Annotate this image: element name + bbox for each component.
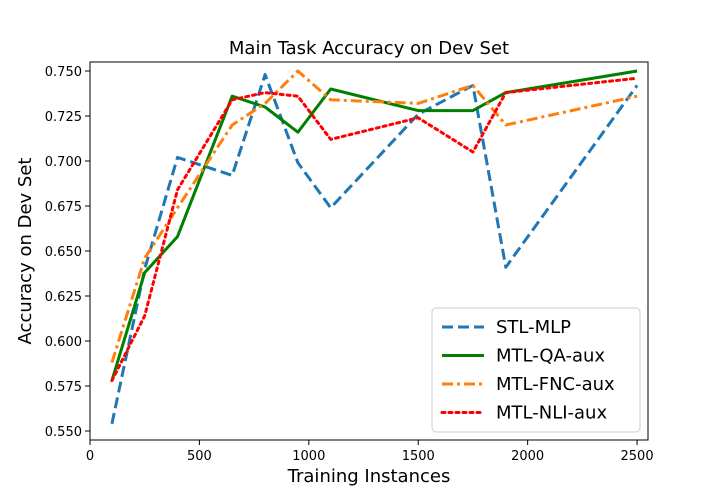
x-tick-label: 2000: [511, 449, 544, 464]
legend-label: MTL-NLI-aux: [496, 403, 607, 424]
series-line-mtl-qa-aux: [110, 69, 638, 382]
legend: STL-MLP MTL-QA-aux MTL-FNC-aux MTL-NLI-aux: [431, 307, 641, 433]
y-tick-label: 0.550: [45, 425, 82, 440]
legend-box: [431, 307, 641, 433]
x-tick-label: 0: [86, 449, 94, 464]
y-tick-label: 0.725: [45, 110, 82, 125]
y-tick-label: 0.700: [45, 155, 82, 170]
series-line-mtl-nli-aux: [110, 76, 639, 383]
y-tick-label: 0.575: [45, 380, 82, 395]
y-axis-label: Accuracy on Dev Set: [15, 158, 36, 345]
series-line-mtl-fnc-aux: [110, 69, 638, 364]
x-tick-label: 1000: [292, 449, 325, 464]
legend-label: MTL-QA-aux: [496, 346, 605, 367]
y-tick-label: 0.650: [45, 245, 82, 260]
y-tick-label: 0.600: [45, 335, 82, 350]
legend-label: STL-MLP: [496, 317, 571, 338]
y-tick-label: 0.625: [45, 290, 82, 305]
x-axis-label: Training Instances: [287, 466, 451, 487]
x-tick-label: 2500: [621, 449, 654, 464]
y-tick-label: 0.750: [45, 65, 82, 80]
y-tick-label: 0.675: [45, 200, 82, 215]
series-line-stl-mlp: [110, 73, 639, 425]
legend-label: MTL-FNC-aux: [496, 374, 615, 395]
plot-area: 0 500 1000 1500 2000 2500 0.550 0.575 0.600 0.625…: [45, 61, 654, 464]
x-tick-label: 500: [187, 449, 212, 464]
chart-title: Main Task Accuracy on Dev Set: [229, 38, 509, 59]
x-tick-label: 1500: [402, 449, 435, 464]
